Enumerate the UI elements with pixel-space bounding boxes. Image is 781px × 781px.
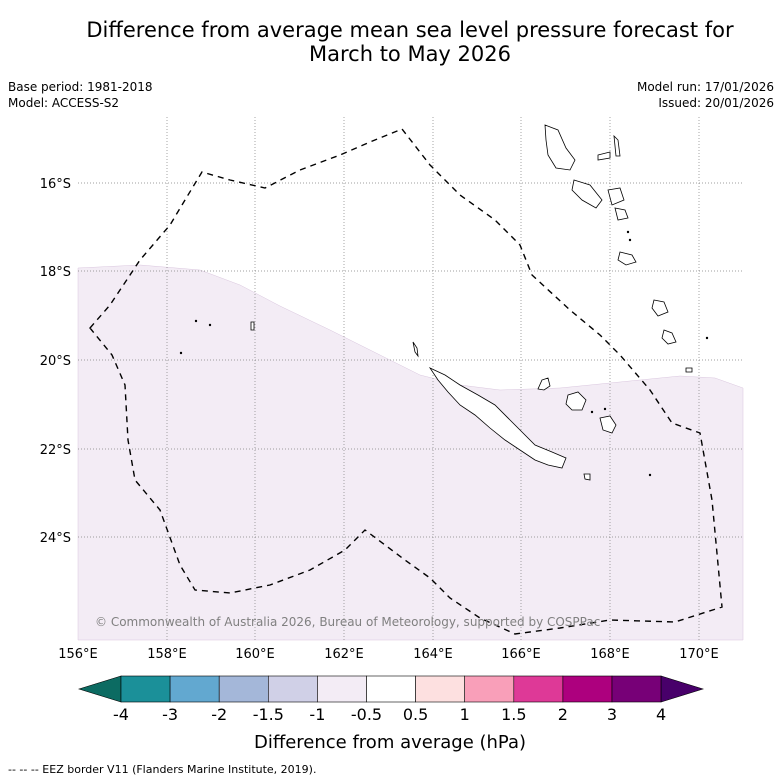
copyright-text: © Commonwealth of Australia 2026, Bureau… <box>95 615 600 629</box>
islet-dot-4 <box>705 336 709 340</box>
eez-legend-footer: -- -- -- EEZ border V11 (Flanders Marine… <box>8 763 317 776</box>
colorbar-swatch <box>317 675 367 703</box>
colorbar-tick-label: 1.5 <box>501 705 526 724</box>
colorbar-tick-label: 2 <box>558 705 568 724</box>
vanuatu-aneityum <box>685 367 693 373</box>
colorbar-title: Difference from average (hPa) <box>254 732 526 753</box>
colorbar-tick-label: -4 <box>113 705 129 724</box>
lon-label: 164°E <box>413 647 453 662</box>
loyalty-island-mare <box>599 415 617 434</box>
lat-label: 16°S <box>40 177 71 192</box>
colorbar-swatch <box>415 675 466 703</box>
colorbar-swatch <box>366 675 416 703</box>
colorbar-swatch <box>464 675 515 703</box>
islands <box>179 124 709 481</box>
colorbar-tick-label: -1 <box>309 705 325 724</box>
colorbar-labels: -4 -3 -2 -1.5 -1 -0.5 0.5 1 1.5 2 3 4 <box>113 705 666 724</box>
islet-dot-7 <box>590 410 594 414</box>
islet-dot-2 <box>208 323 212 327</box>
loyalty-island-lifou <box>565 391 587 411</box>
lat-label: 24°S <box>40 531 71 546</box>
islet-dot-3 <box>179 351 183 355</box>
lat-label: 22°S <box>40 443 71 458</box>
vanuatu-erromango <box>651 299 669 317</box>
colorbar-swatch <box>267 675 318 703</box>
title-line-1: Difference from average mean sea level p… <box>86 18 734 42</box>
colorbar-extend-high <box>660 675 705 703</box>
model-run: Model run: 17/01/2026 <box>636 80 774 94</box>
gridlines <box>78 117 743 640</box>
chesterfield-islet <box>250 321 255 331</box>
lon-label: 156°E <box>58 647 98 662</box>
lon-axis: 156°E 158°E 160°E 162°E 164°E 166°E 168°… <box>58 647 719 662</box>
belep-islet <box>412 341 419 358</box>
colorbar-swatch <box>120 675 171 703</box>
colorbar-tick-label: -2 <box>211 705 227 724</box>
islet-dot-1 <box>194 319 198 323</box>
colorbar-tick-label: -1.5 <box>253 705 284 724</box>
vanuatu-maewo <box>613 134 621 157</box>
lon-label: 168°E <box>590 647 630 662</box>
vanuatu-tanna <box>661 329 677 345</box>
base-period: Base period: 1981-2018 <box>8 80 153 94</box>
colorbar-tick-label: 1 <box>460 705 470 724</box>
colorbar-swatch <box>218 675 269 703</box>
vanuatu-efate <box>617 251 637 266</box>
colorbar-swatch <box>611 675 662 703</box>
colorbar-extend-low <box>77 675 122 703</box>
vanuatu-epi <box>614 207 629 221</box>
lat-label: 20°S <box>40 354 71 369</box>
islet-dot-6 <box>603 407 607 411</box>
colorbar <box>77 675 705 703</box>
colorbar-swatch <box>513 675 564 703</box>
vanuatu-malakula <box>571 179 603 209</box>
lon-label: 162°E <box>324 647 364 662</box>
map-area: © Commonwealth of Australia 2026, Bureau… <box>77 117 744 641</box>
anomaly-fill-region <box>77 264 744 641</box>
colorbar-tick-label: -0.5 <box>351 705 382 724</box>
islet-dot-5 <box>648 473 652 477</box>
lon-label: 170°E <box>679 647 719 662</box>
lon-label: 166°E <box>501 647 541 662</box>
vanuatu-pentecost <box>607 187 625 206</box>
lon-label: 160°E <box>235 647 275 662</box>
islet-dot-9 <box>628 238 632 242</box>
lat-axis: 16°S 18°S 20°S 22°S 24°S <box>40 177 71 546</box>
issued-date: Issued: 20/01/2026 <box>658 96 774 110</box>
meta-right: Model run: 17/01/2026 Issued: 20/01/2026 <box>637 79 774 111</box>
eez-border <box>89 128 723 635</box>
meta-left: Base period: 1981-2018 Model: ACCESS-S2 <box>8 79 153 111</box>
title-line-2: March to May 2026 <box>309 42 511 66</box>
vanuatu-ambae <box>597 151 611 161</box>
new-caledonia-island <box>428 367 567 469</box>
loyalty-island-ouvea <box>537 377 551 391</box>
isle-of-pines <box>583 473 591 481</box>
lon-label: 158°E <box>147 647 187 662</box>
colorbar-swatch <box>562 675 613 703</box>
colorbar-swatch <box>169 675 220 703</box>
colorbar-tick-label: 0.5 <box>403 705 428 724</box>
lat-label: 18°S <box>40 265 71 280</box>
vanuatu-espiritu-santo <box>544 124 576 171</box>
model-name: Model: ACCESS-S2 <box>8 96 120 110</box>
islet-dot-8 <box>626 230 630 234</box>
chart-title: Difference from average mean sea level p… <box>40 18 780 66</box>
colorbar-tick-label: -3 <box>162 705 178 724</box>
colorbar-tick-label: 3 <box>607 705 617 724</box>
colorbar-tick-label: 4 <box>656 705 666 724</box>
